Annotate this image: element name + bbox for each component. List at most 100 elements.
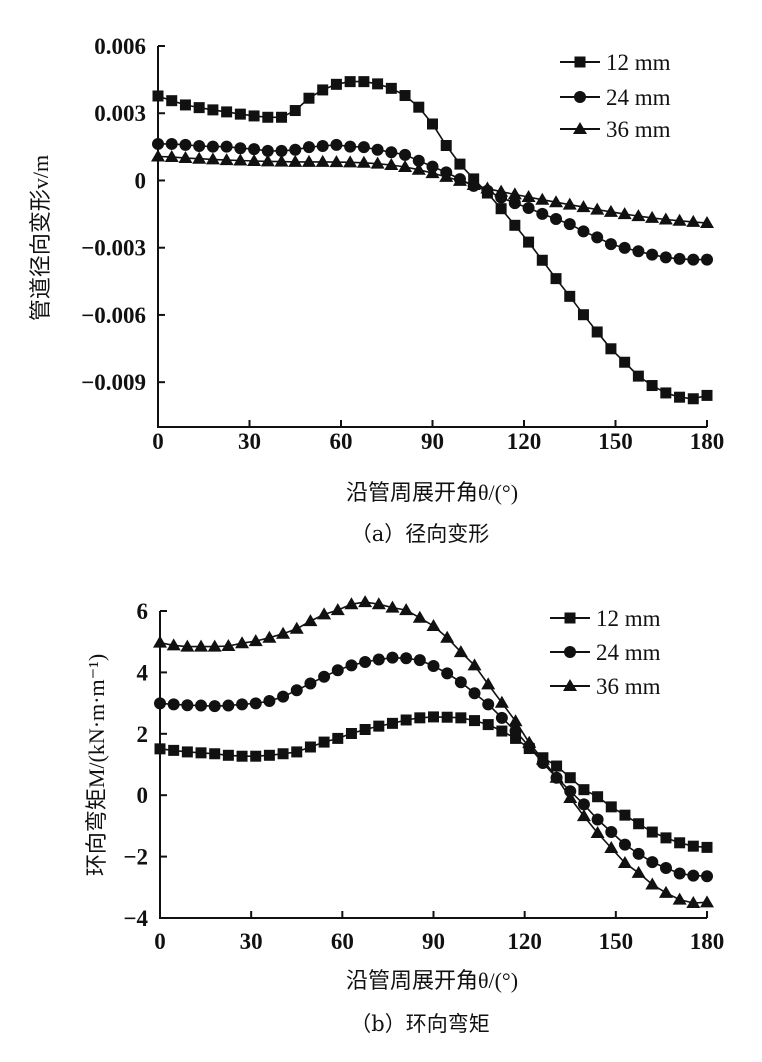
- x-tick-label: 180: [690, 429, 725, 454]
- data-point: [356, 155, 371, 168]
- x-tick-label: 30: [240, 929, 263, 954]
- data-point: [236, 698, 249, 711]
- data-point: [398, 160, 413, 173]
- data-point: [289, 105, 301, 117]
- data-point: [164, 149, 179, 162]
- data-point: [289, 621, 304, 634]
- data-point: [329, 155, 344, 168]
- data-point: [618, 241, 631, 254]
- data-point: [440, 140, 452, 152]
- panel-b-hoop-moment: 环向弯矩M/(kN·m·m⁻¹) 沿管周展开角θ/(°) （b）环向弯矩 6 4 2…: [84, 595, 724, 1036]
- data-point: [330, 603, 345, 616]
- data-point: [496, 725, 508, 737]
- x-tick-label: 60: [330, 429, 353, 454]
- data-point: [318, 670, 331, 683]
- data-point: [619, 809, 631, 821]
- x-tick-label: 90: [422, 929, 445, 954]
- data-point: [659, 861, 672, 874]
- data-point: [619, 356, 631, 368]
- data-point: [207, 104, 219, 116]
- x-tick-label: 120: [507, 929, 542, 954]
- data-point: [549, 770, 564, 783]
- data-point: [466, 177, 481, 190]
- data-point: [291, 746, 303, 758]
- x-tick-label: 180: [690, 929, 725, 954]
- data-point: [494, 695, 509, 708]
- data-point: [220, 140, 233, 153]
- data-point: [288, 154, 303, 167]
- data-point: [233, 153, 248, 166]
- data-point: [467, 658, 482, 671]
- x-tick-label: 30: [238, 429, 261, 454]
- data-point: [179, 99, 191, 111]
- y-tick-label: −2: [123, 845, 148, 870]
- data-point: [577, 798, 590, 811]
- data-point: [701, 253, 713, 266]
- data-point: [440, 630, 455, 643]
- data-point: [412, 610, 427, 623]
- x-tick-label: 90: [421, 429, 444, 454]
- data-point: [686, 895, 701, 908]
- data-point: [248, 110, 260, 122]
- data-point: [289, 143, 302, 156]
- data-point: [400, 652, 413, 665]
- series-24mm: [152, 137, 713, 266]
- data-point: [660, 387, 672, 399]
- data-point: [153, 635, 167, 648]
- data-point: [168, 744, 180, 756]
- data-point: [425, 166, 440, 179]
- data-point: [207, 639, 222, 652]
- data-point: [209, 748, 221, 760]
- data-point: [316, 139, 329, 152]
- data-point: [454, 158, 466, 170]
- data-point: [221, 638, 236, 651]
- data-point: [605, 801, 617, 813]
- data-point: [414, 712, 426, 724]
- data-point: [261, 144, 274, 157]
- data-point: [399, 90, 411, 102]
- data-point: [687, 840, 699, 852]
- data-point: [508, 197, 521, 210]
- data-point: [686, 214, 701, 227]
- data-point: [152, 90, 164, 102]
- data-point: [180, 639, 195, 652]
- data-point: [469, 715, 481, 727]
- data-point: [604, 238, 617, 251]
- data-point: [344, 597, 359, 610]
- data-point: [428, 711, 439, 723]
- data-point: [193, 139, 206, 152]
- data-point: [673, 867, 686, 880]
- data-point: [386, 651, 399, 664]
- data-point: [358, 76, 370, 88]
- y-tick-label: 0: [137, 783, 149, 808]
- data-point: [577, 309, 589, 321]
- data-point: [426, 619, 441, 632]
- data-point: [151, 149, 165, 162]
- data-point: [385, 600, 400, 613]
- legend-entry: 24 mm: [560, 85, 671, 110]
- data-point: [590, 825, 605, 838]
- data-point: [236, 750, 248, 762]
- data-point: [549, 195, 564, 208]
- data-point: [399, 148, 412, 161]
- data-point: [591, 813, 604, 826]
- legend-label: 24 mm: [596, 640, 661, 665]
- data-point: [315, 154, 330, 167]
- data-point: [605, 826, 618, 839]
- series-line: [159, 716, 708, 849]
- data-point: [701, 841, 713, 853]
- data-point: [276, 626, 291, 639]
- data-point: [178, 151, 193, 164]
- data-point: [441, 711, 453, 723]
- y-tick-label: 0: [135, 168, 147, 193]
- data-point: [700, 216, 714, 229]
- data-point: [646, 856, 659, 869]
- data-point: [455, 712, 467, 724]
- data-point: [370, 156, 385, 169]
- data-point: [481, 677, 496, 690]
- caption: （a）径向变形: [351, 522, 490, 546]
- data-point: [411, 162, 426, 175]
- data-point: [344, 76, 356, 88]
- y-tick-label: −0.009: [81, 370, 146, 395]
